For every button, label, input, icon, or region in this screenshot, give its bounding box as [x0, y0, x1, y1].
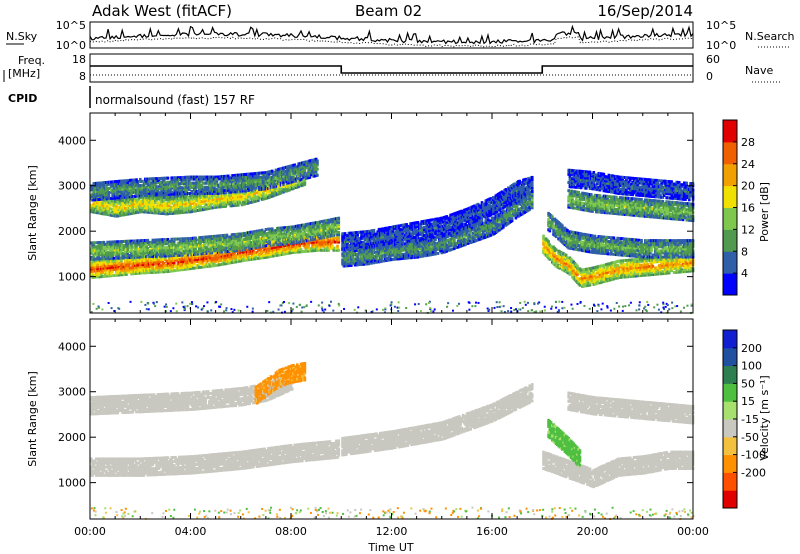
- nave-label: Nave: [745, 64, 773, 77]
- freq-right-tick-top: 60: [706, 53, 720, 66]
- noise-panel: N.Sky 10^5 10^0 10^5 10^0 N.Search: [6, 19, 795, 52]
- range-gate-cell: [271, 170, 274, 173]
- freq-label: Freq.: [18, 54, 45, 67]
- noise-search-line: [90, 37, 693, 47]
- power-scatter: [90, 158, 694, 314]
- range-gate-cell: [271, 227, 274, 230]
- range-gate-cell: [226, 234, 229, 237]
- range-gate-cell: [94, 241, 97, 244]
- freq-unit-label: [MHz]: [8, 67, 40, 80]
- range-gate-cell: [177, 238, 180, 241]
- range-gate-cell: [265, 228, 268, 231]
- range-gate-cell: [108, 191, 111, 194]
- range-gate-cell: [304, 169, 307, 172]
- freq-left-tick-top: 18: [72, 53, 86, 66]
- noise-sky-line: [90, 27, 693, 44]
- range-gate-cell: [199, 266, 202, 269]
- freq-panel: Freq. [MHz] 18 8 60 0 Nave: [4, 53, 782, 83]
- range-gate-cell: [247, 200, 250, 203]
- noise-sky-label: N.Sky: [6, 30, 38, 43]
- noise-search-label: N.Search: [745, 30, 795, 43]
- freq-left-tick-bottom: 8: [79, 70, 86, 83]
- range-gate-cell: [193, 267, 196, 270]
- noise-left-tick-bottom: 10^0: [56, 39, 86, 52]
- range-gate-cell: [113, 257, 116, 260]
- noise-right-tick-top: 10^5: [706, 19, 736, 32]
- radar-summary-figure: Adak West (fitACF) Beam 02 16/Sep/2014 N…: [0, 0, 800, 554]
- freq-right-tick-bottom: 0: [706, 70, 713, 83]
- range-gate-cell: [109, 207, 112, 210]
- range-gate-cell: [218, 263, 221, 266]
- date-title: 16/Sep/2014: [597, 2, 693, 20]
- range-gate-cell: [214, 264, 217, 267]
- range-gate-cell: [124, 207, 127, 210]
- noise-right-tick-bottom: 10^0: [706, 39, 736, 52]
- range-gate-cell: [129, 266, 132, 269]
- station-title: Adak West (fitACF): [92, 2, 232, 20]
- noise-left-tick-top: 10^5: [56, 19, 86, 32]
- range-gate-cell: [140, 180, 143, 183]
- range-gate-cell: [295, 165, 298, 168]
- cpid-value: normalsound (fast) 157 RF: [95, 93, 255, 107]
- range-gate-cell: [167, 177, 170, 180]
- cpid-label: CPID: [8, 92, 37, 105]
- freq-panel-frame: [90, 54, 693, 82]
- freq-line: [90, 66, 693, 73]
- beam-title: Beam 02: [355, 2, 422, 20]
